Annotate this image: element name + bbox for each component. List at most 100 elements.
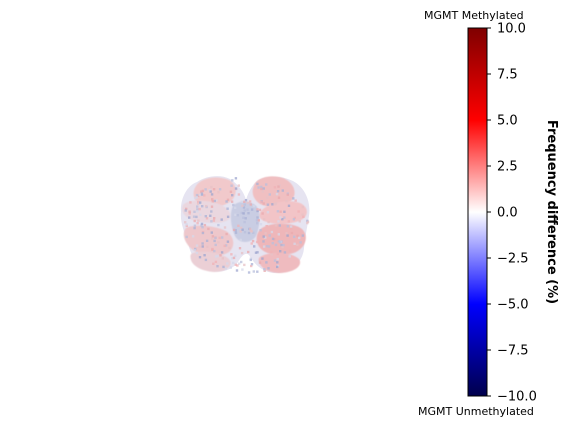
brain-voxel	[260, 187, 263, 191]
brain-voxel	[201, 231, 205, 235]
brain-voxel	[240, 211, 243, 215]
brain-voxel	[276, 210, 280, 213]
brain-voxel	[262, 202, 265, 205]
brain-voxel	[289, 227, 293, 231]
brain-voxel	[283, 210, 286, 213]
brain-voxel	[234, 231, 238, 234]
brain-voxel	[222, 265, 225, 269]
brain-voxel	[243, 220, 246, 224]
brain-region-upper-right	[252, 176, 295, 208]
brain-voxel	[301, 213, 304, 216]
brain-voxel	[214, 236, 217, 240]
brain-voxel	[278, 224, 281, 227]
brain-voxel	[193, 219, 196, 223]
brain-voxel	[282, 243, 285, 247]
brain-voxel	[293, 216, 296, 220]
brain-voxel	[252, 205, 256, 208]
brain-voxel	[274, 224, 278, 227]
brain-voxel	[209, 214, 212, 217]
brain-voxel	[261, 212, 264, 215]
brain-voxel	[278, 241, 282, 244]
brain-voxel	[212, 188, 216, 191]
colorbar-tick-label: 0.0	[497, 206, 518, 221]
brain-voxel	[211, 200, 214, 203]
brain-voxel	[287, 220, 290, 223]
brain-voxel	[243, 263, 246, 267]
brain-voxel	[241, 268, 244, 271]
brain-voxel	[201, 189, 205, 193]
brain-voxel	[216, 254, 219, 258]
brain-voxel	[200, 224, 203, 227]
brain-voxel	[288, 249, 292, 252]
brain-voxel	[288, 255, 291, 258]
brain-voxel	[238, 247, 242, 250]
brain-voxel	[275, 192, 279, 196]
colorbar-ticks: 10.0 7.5 5.0 2.5 0.0 −2.5 −5.0 −7.5 −10.0	[487, 22, 537, 405]
brain-voxel	[268, 193, 271, 196]
brain-voxel	[271, 242, 274, 245]
brain-voxel	[216, 265, 219, 268]
brain-voxel	[277, 233, 280, 236]
brain-voxel	[240, 226, 243, 229]
brain-voxel	[289, 225, 293, 228]
brain-voxel	[273, 259, 277, 262]
brain-voxel	[235, 269, 239, 272]
brain-voxel	[193, 226, 196, 230]
brain-voxel	[257, 186, 260, 189]
brain-voxel	[211, 247, 214, 251]
brain-voxel	[274, 243, 278, 247]
brain-voxel	[270, 230, 274, 234]
brain-voxel	[195, 215, 198, 219]
brain-voxel	[301, 234, 304, 237]
brain-voxel	[221, 236, 224, 239]
brain-voxel	[277, 196, 281, 199]
brain-voxel	[231, 179, 234, 182]
brain-voxel	[301, 205, 304, 209]
brain-voxel	[185, 207, 188, 211]
brain-voxel	[246, 201, 249, 205]
brain-voxel	[214, 260, 218, 264]
brain-voxel	[225, 232, 228, 236]
brain-voxel	[240, 251, 244, 255]
brain-voxel	[195, 251, 199, 255]
brain-voxel	[296, 234, 299, 238]
brain-voxel	[209, 190, 212, 193]
brain-voxel	[210, 193, 214, 196]
brain-voxel	[242, 216, 245, 219]
brain-voxel	[224, 267, 227, 270]
brain-voxel	[215, 199, 218, 202]
brain-voxel	[184, 221, 187, 224]
brain-voxel	[198, 193, 201, 197]
brain-voxel	[198, 207, 201, 211]
brain-voxel	[276, 257, 279, 261]
brain-voxel	[199, 213, 202, 216]
brain-voxel	[252, 270, 255, 273]
brain-voxel	[271, 203, 274, 206]
brain-voxel	[205, 239, 209, 242]
brain-voxel	[203, 223, 207, 227]
brain-voxel	[247, 212, 250, 215]
brain-voxel	[294, 199, 297, 202]
brain-voxel	[210, 220, 213, 223]
brain-voxel	[293, 235, 296, 238]
brain-voxel	[212, 219, 216, 222]
brain-voxel	[262, 218, 266, 221]
brain-voxel	[188, 216, 191, 219]
brain-voxel	[213, 217, 216, 220]
brain-voxel	[217, 223, 220, 227]
brain-voxel	[267, 267, 270, 270]
brain-voxel	[256, 270, 259, 273]
colorbar-tick-label: 5.0	[497, 114, 518, 129]
brain-voxel	[239, 230, 242, 233]
brain-voxel	[193, 248, 196, 252]
brain-voxel	[247, 231, 251, 235]
brain-voxel	[228, 246, 231, 250]
brain-voxel	[208, 189, 211, 192]
brain-voxel	[224, 244, 228, 247]
brain-voxel	[279, 250, 282, 253]
brain-voxel	[285, 232, 288, 235]
brain-voxel	[196, 210, 199, 213]
colorbar-tick-label: 10.0	[497, 22, 526, 37]
